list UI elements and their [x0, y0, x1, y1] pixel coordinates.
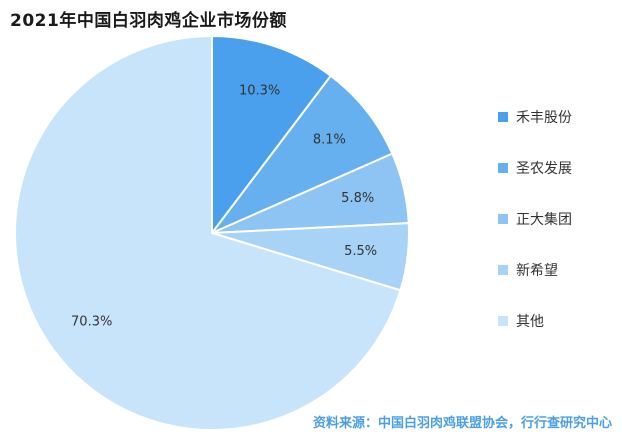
legend-item-4: 其他 — [498, 308, 572, 334]
legend-item-1: 圣农发展 — [498, 155, 572, 181]
legend-label-3: 新希望 — [516, 263, 558, 279]
legend-label-4: 其他 — [516, 314, 544, 330]
legend-label-2: 正大集团 — [516, 212, 572, 228]
slice-value-label-0: 10.3% — [239, 84, 280, 99]
pie-slice-1 — [208, 74, 394, 236]
legend-swatch-0 — [498, 112, 508, 122]
pie-slices — [14, 34, 410, 431]
legend-swatch-2 — [498, 214, 508, 224]
pie-slice-0 — [211, 34, 333, 236]
legend-label-1: 圣农发展 — [516, 161, 572, 177]
pie-slice-labels: 10.3% 8.1% 5.8% 5.5% 70.3% — [71, 84, 377, 330]
source-note: 资料来源：中国白羽肉鸡联盟协会，行行查研究中心 — [312, 416, 612, 431]
chart-title: 2021年中国白羽肉鸡企业市场份额 — [10, 11, 287, 31]
legend-swatch-4 — [498, 316, 508, 326]
slice-value-label-3: 5.5% — [344, 244, 377, 259]
legend-swatch-1 — [498, 163, 508, 173]
slice-value-label-1: 8.1% — [313, 133, 346, 148]
legend-swatch-3 — [498, 265, 508, 275]
legend-item-3: 新希望 — [498, 257, 572, 283]
legend: 禾丰股份圣农发展正大集团新希望其他 — [498, 104, 572, 359]
slice-value-label-2: 5.8% — [341, 191, 374, 206]
legend-label-0: 禾丰股份 — [516, 110, 572, 126]
pie-slice-4 — [14, 34, 402, 431]
legend-item-2: 正大集团 — [498, 206, 572, 232]
legend-item-0: 禾丰股份 — [498, 104, 572, 130]
slice-value-label-4: 70.3% — [71, 315, 112, 330]
